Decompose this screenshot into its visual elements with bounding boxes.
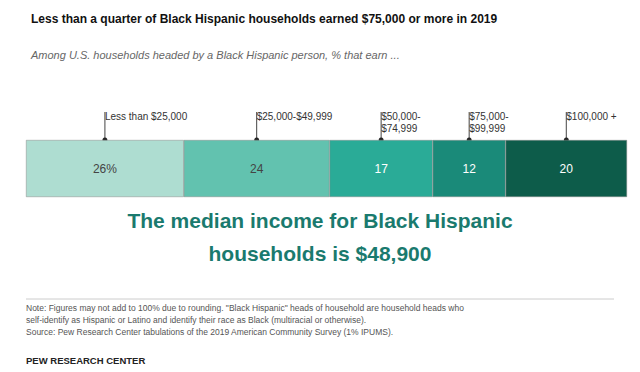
svg-text:Source: Pew Research Center ta: Source: Pew Research Center tabulations …	[26, 327, 393, 337]
svg-text:24: 24	[250, 162, 264, 176]
svg-text:Among U.S. households headed b: Among U.S. households headed by a Black …	[30, 49, 400, 61]
svg-text:$75,000-: $75,000-	[469, 111, 508, 122]
svg-text:The median income for Black Hi: The median income for Black Hispanic	[127, 209, 512, 232]
svg-text:$74,999: $74,999	[381, 123, 418, 134]
svg-text:$25,000-$49,999: $25,000-$49,999	[257, 111, 333, 122]
svg-text:26%: 26%	[93, 162, 117, 176]
svg-text:$99,999: $99,999	[469, 123, 506, 134]
svg-text:Note: Figures may not add to 1: Note: Figures may not add to 100% due to…	[26, 303, 464, 313]
svg-text:20: 20	[560, 162, 574, 176]
svg-text:12: 12	[462, 162, 476, 176]
svg-text:$100,000 +: $100,000 +	[566, 111, 616, 122]
svg-text:households is $48,900: households is $48,900	[209, 242, 432, 265]
svg-text:17: 17	[374, 162, 388, 176]
svg-text:PEW RESEARCH CENTER: PEW RESEARCH CENTER	[26, 355, 145, 366]
svg-text:Less than $25,000: Less than $25,000	[105, 111, 188, 122]
svg-text:Less than a quarter of Black H: Less than a quarter of Black Hispanic ho…	[31, 12, 497, 26]
svg-text:$50,000-: $50,000-	[381, 111, 420, 122]
svg-text:self-identify as Hispanic or L: self-identify as Hispanic or Latino and …	[26, 315, 366, 325]
